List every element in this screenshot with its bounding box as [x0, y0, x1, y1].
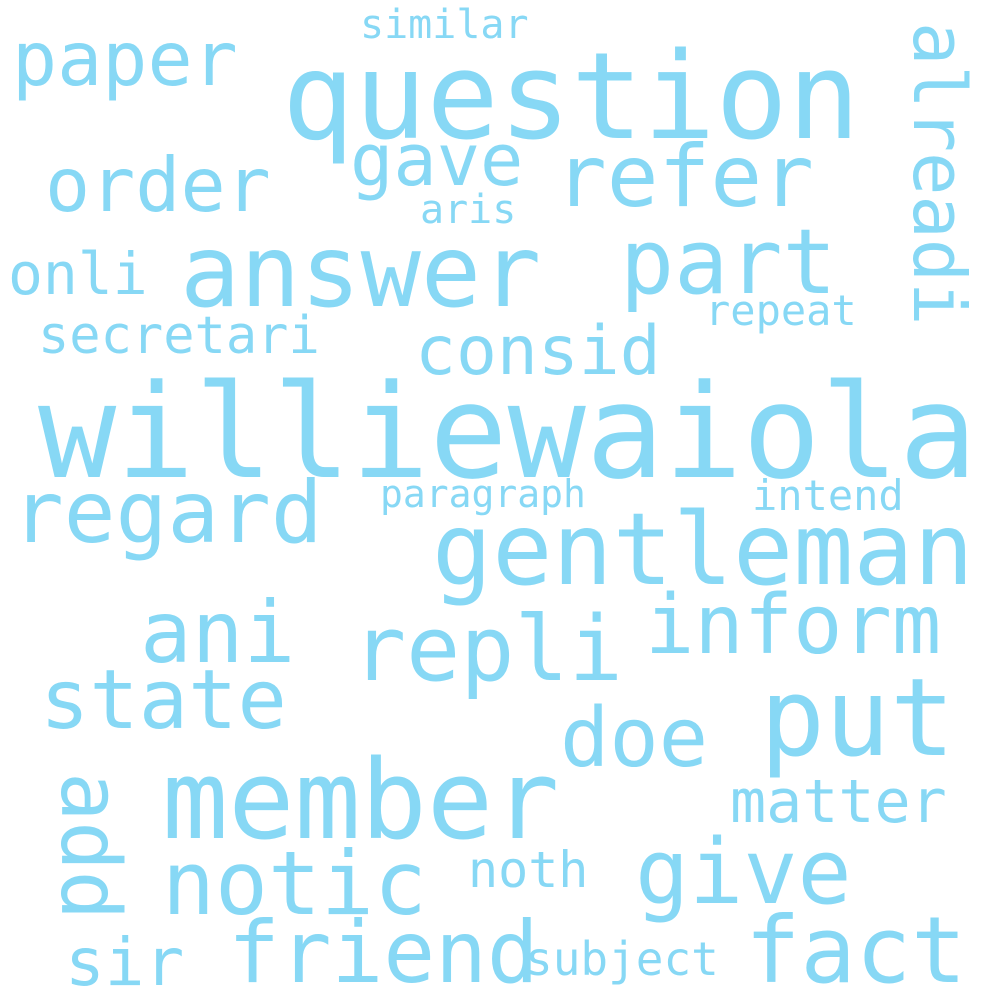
word-regard: regard [12, 463, 323, 563]
word-consid: consid [415, 312, 661, 391]
word-part: part [620, 210, 837, 315]
word-refer: refer [555, 127, 814, 227]
word-ani: ani [140, 583, 296, 683]
word-alreadi: alreadi [897, 22, 981, 326]
word-repli: repli [352, 597, 623, 702]
word-matter: matter [730, 767, 947, 837]
word-member: member [162, 736, 560, 864]
word-notic: notic [162, 832, 427, 935]
word-order: order [45, 141, 271, 229]
word-sir: sir [65, 924, 185, 1000]
word-gentleman: gentleman [432, 491, 974, 608]
word-aris: aris [420, 187, 517, 233]
word-answer: answer [180, 213, 542, 330]
word-intend: intend [752, 471, 904, 520]
word-doe: doe [560, 691, 709, 786]
word-subject: subject [525, 932, 719, 986]
word-give: give [635, 820, 852, 925]
word-paragraph: paragraph [380, 472, 586, 516]
word-paper: paper [12, 15, 238, 103]
word-question: question [282, 28, 860, 167]
word-fact: fact [745, 897, 967, 1000]
word-noth: noth [468, 841, 589, 899]
word-put: put [760, 656, 956, 781]
word-friend: friend [228, 903, 539, 1000]
word-inform: inform [645, 578, 942, 673]
word-add: add [42, 772, 137, 921]
word-williewaiola: williewaiola [38, 356, 978, 508]
word-gave: gave [350, 118, 524, 202]
word-repeat: repeat [705, 286, 857, 335]
word-similar: similar [360, 2, 529, 48]
word-state: state [40, 653, 287, 748]
word-secretari: secretari [38, 306, 320, 366]
word-onli: onli [8, 240, 148, 308]
